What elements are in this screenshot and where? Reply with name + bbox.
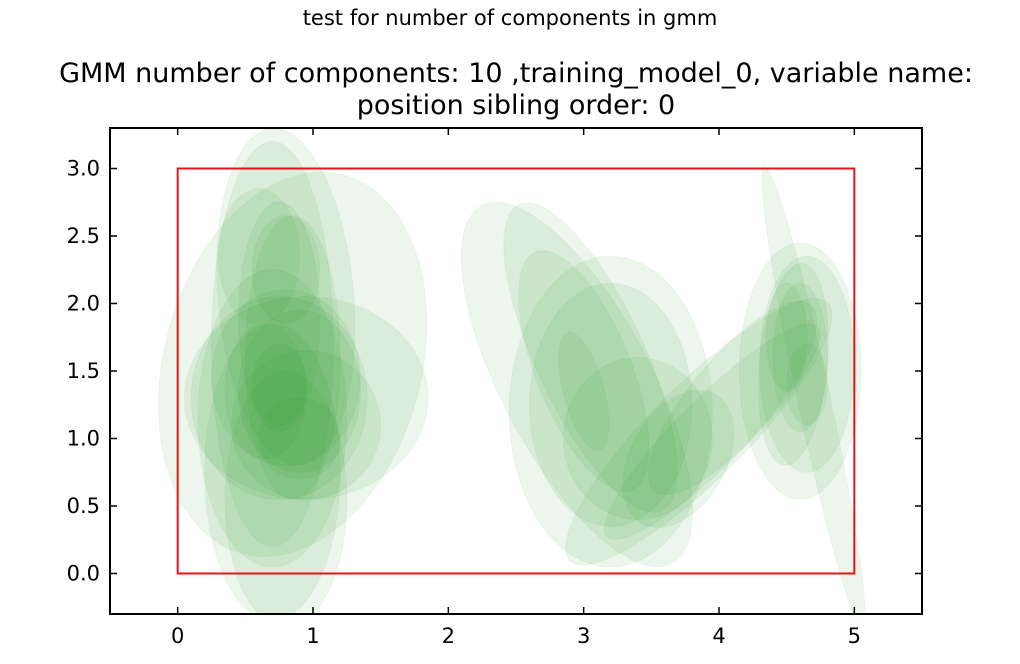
y-tick-label-0: 0.0: [67, 562, 100, 586]
gmm-ellipse-16: [258, 397, 341, 480]
gmm-ellipse-9: [238, 201, 321, 433]
y-tick-label-1: 0.5: [67, 494, 100, 518]
x-tick-label-5: 5: [848, 624, 861, 648]
gmm-ellipse-1: [211, 141, 334, 547]
gmm-ellipse-10: [204, 323, 341, 614]
gmm-ellipse-14: [251, 215, 321, 325]
figure-suptitle: test for number of components in gmm: [302, 6, 718, 30]
gmm-ellipse-34: [765, 282, 808, 392]
gmm-ellipse-18: [460, 201, 693, 568]
gmm-ellipse-15: [217, 188, 300, 325]
chart-title: GMM number of components: 10 ,training_m…: [59, 58, 973, 121]
gmm-ellipse-11: [224, 370, 348, 614]
gmm-ellipse-4: [183, 296, 429, 500]
gmm-ellipse-8: [238, 309, 361, 473]
boundary-box: [176, 167, 856, 575]
gmm-ellipse-32: [772, 282, 828, 433]
x-tick-label-4: 4: [712, 624, 725, 648]
gmm-ellipse-24: [565, 298, 833, 566]
x-tick-label-1: 1: [306, 624, 319, 648]
gmm-ellipse-35: [647, 300, 818, 496]
gmm-ellipse-26: [622, 389, 735, 528]
gmm-ellipse-17: [251, 343, 307, 426]
x-tick-label-0: 0: [171, 624, 184, 648]
gmm-ellipse-25: [604, 323, 821, 540]
gmm-ellipses: [158, 128, 866, 614]
gmm-ellipse-6: [197, 269, 348, 568]
gmm-ellipse-0: [158, 171, 428, 557]
y-tick-label-5: 2.5: [67, 224, 100, 248]
y-tick-label-3: 1.5: [67, 359, 100, 383]
gmm-ellipse-20: [503, 202, 678, 513]
x-axis: 0 1 2 3 4 5: [171, 128, 861, 648]
gmm-ellipse-31: [761, 166, 866, 614]
gmm-ellipse-21: [518, 250, 650, 492]
gmm-ellipse-7: [244, 215, 341, 500]
gmm-ellipse-30: [758, 262, 829, 466]
y-tick-label-2: 1.0: [67, 427, 100, 451]
y-axis: 0.0 0.5 1.0 1.5 2.0 2.5 3.0: [67, 157, 922, 586]
x-tick-label-2: 2: [442, 624, 455, 648]
gmm-ellipse-12: [231, 350, 382, 500]
gmm-ellipse-19: [508, 255, 713, 568]
y-tick-label-4: 2.0: [67, 292, 100, 316]
x-tick-label-3: 3: [577, 624, 590, 648]
y-tick-label-6: 3.0: [67, 157, 100, 181]
gmm-ellipse-5: [211, 289, 361, 467]
gmm-ellipse-13: [224, 323, 307, 460]
gmm-ellipse-22: [529, 282, 693, 527]
gmm-ellipse-3: [190, 296, 368, 500]
gmm-ellipse-33: [786, 343, 828, 426]
gmm-ellipse-27: [558, 331, 610, 451]
gmm-ellipse-23: [562, 357, 713, 520]
gmm-ellipse-28: [738, 242, 862, 500]
